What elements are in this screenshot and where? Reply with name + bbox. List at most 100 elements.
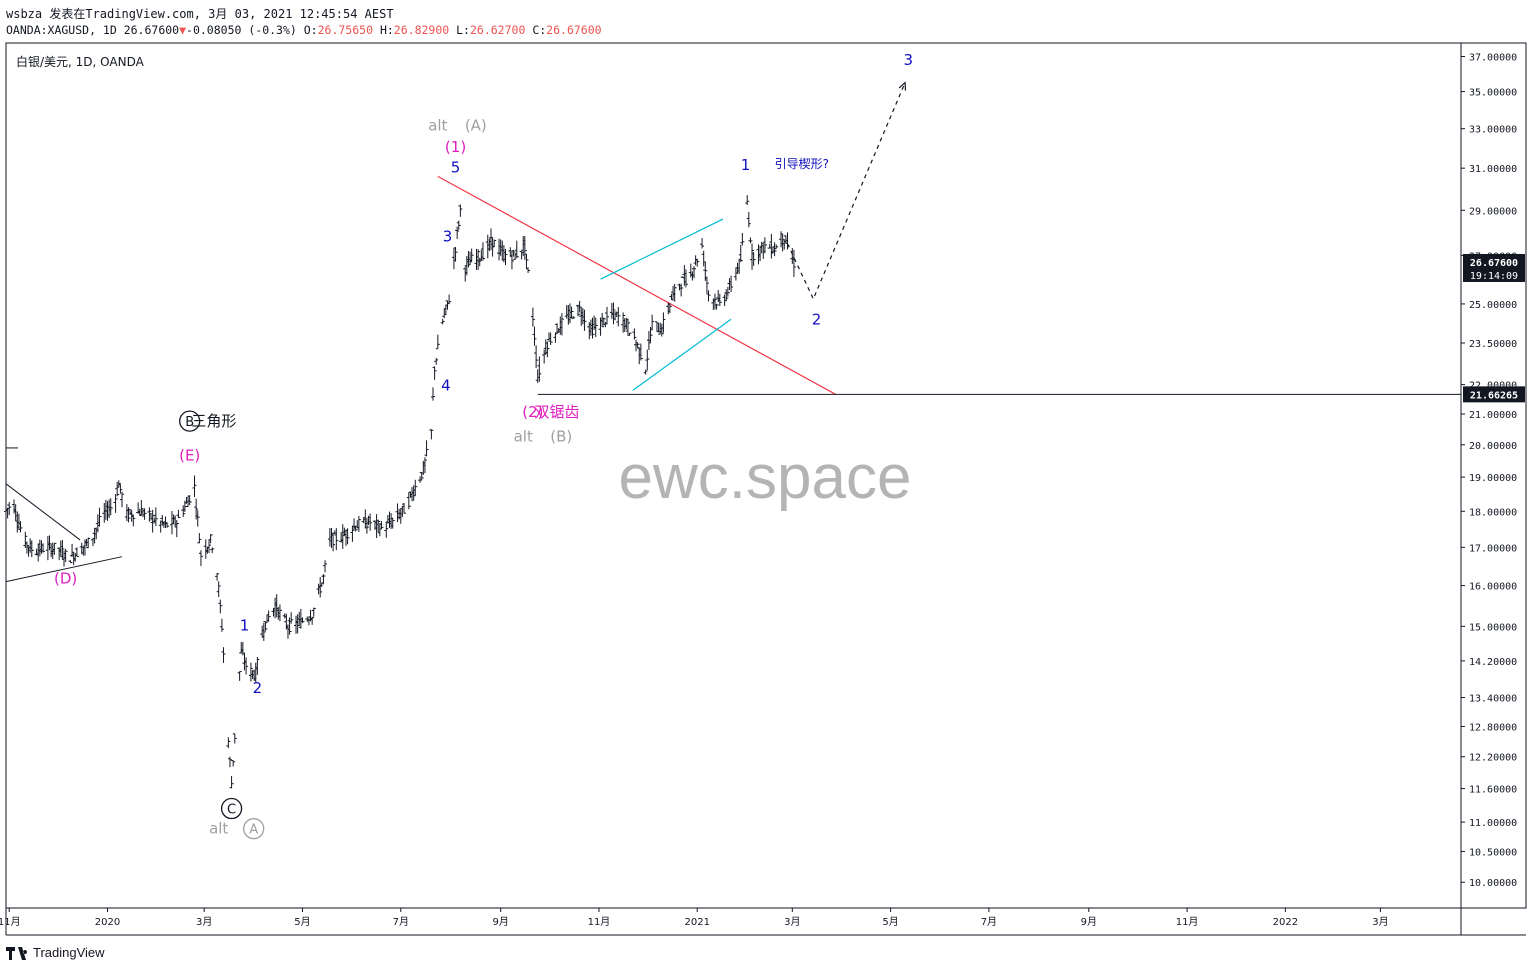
ohlc-bar: [18, 521, 23, 533]
ohlc-bar: [772, 242, 777, 257]
ohlc-bar: [725, 286, 730, 297]
ohlc-bar: [198, 550, 203, 567]
ohlc-bar: [706, 290, 711, 302]
drawing-lines: [5, 81, 1461, 583]
ohlc-bar: [627, 332, 632, 336]
ohlc-bar: [406, 492, 411, 510]
time-tick-label: 2021: [685, 917, 710, 928]
ohlc-bar: [745, 195, 750, 205]
wave-label: 2: [812, 310, 822, 328]
chart-grid: [5, 42, 1527, 936]
ohlc-bar: [553, 332, 558, 343]
ohlc-bar: [429, 429, 434, 440]
ohlc-bar: [244, 657, 249, 675]
price-tick-label: 16.00000: [1469, 582, 1517, 593]
high-value: 26.82900: [393, 23, 450, 37]
ohlc-bar: [456, 220, 461, 230]
ohlc-bar: [97, 507, 102, 527]
ohlc-bar: [567, 303, 572, 324]
price-tick-label: 25.00000: [1469, 300, 1517, 311]
symbol-label: OANDA:XAGUSD, 1D 26.67600: [6, 23, 180, 37]
ohlc-bar: [545, 341, 550, 358]
ohlc-bar: [638, 343, 643, 361]
ohlc-bar: [23, 531, 28, 548]
ohlc-bar: [509, 250, 514, 270]
ohlc-bar: [323, 560, 328, 573]
price-tick-label: 17.00000: [1469, 543, 1517, 554]
ohlc-bar: [511, 250, 516, 257]
price-axis[interactable]: 37.00000 35.00000 33.00000 31.00000 29.00000…: [1461, 53, 1525, 890]
ohlc-bar: [334, 528, 339, 551]
level-price-tag[interactable]: [1463, 386, 1525, 403]
wave-label: (E): [179, 447, 200, 465]
ohlc-bar: [625, 318, 630, 336]
high-label: H:: [379, 23, 394, 37]
ohlc-bar: [738, 244, 743, 263]
ohlc-bar: [277, 604, 282, 622]
ohlc-bar: [192, 475, 197, 497]
last-price-tag[interactable]: [1463, 253, 1525, 282]
wave-label-circled: A: [249, 823, 258, 838]
ohlc-bar: [41, 543, 46, 553]
ohlc-bar: [108, 498, 113, 516]
watermark: ewc.space: [619, 443, 912, 512]
ohlc-bar: [376, 519, 381, 533]
time-tick-label: 3月: [784, 916, 800, 928]
ohlc-bar: [86, 537, 91, 549]
ohlc-bar: [432, 366, 437, 380]
ohlc-bar: [176, 509, 181, 519]
ohlc-bar: [218, 599, 223, 614]
ohlc-bar: [650, 314, 655, 331]
publish-info: wsbza 发表在TradingView.com, 3月 03, 2021 12…: [6, 7, 394, 21]
wave-label: alt: [209, 820, 228, 838]
ohlc-bar: [455, 226, 460, 240]
ohlc-bar: [350, 525, 355, 542]
red-trendline: [437, 175, 837, 395]
ohlc-bar: [115, 481, 120, 497]
ohlc-bar: [174, 520, 179, 538]
price-tick-label: 21.00000: [1469, 410, 1517, 421]
price-tick-label: 37.00000: [1469, 53, 1517, 64]
ohlc-bar: [248, 662, 253, 682]
ohlc-bar: [120, 491, 125, 508]
ohlc-bar: [492, 239, 497, 247]
time-axis[interactable]: 11月 2020 3月 5月 7月 9月 11月 2021 3月 5月 7月 9月 11月 2022 3月: [0, 908, 1389, 928]
ohlc-bar: [514, 240, 519, 259]
time-tick-label: 3月: [196, 916, 212, 928]
ohlc-bar: [700, 237, 705, 249]
wave-label: 引导楔形?: [775, 157, 829, 171]
ohlc-bar: [210, 547, 215, 554]
bar-countdown-text: 19:14:09: [1470, 271, 1518, 282]
wave-circle: [243, 818, 265, 840]
ohlc-bar: [131, 514, 136, 527]
ohlc-bar: [704, 276, 709, 294]
open-label: O:: [303, 23, 318, 37]
tradingview-brand[interactable]: TradingView: [6, 945, 105, 960]
wave-label: (1): [445, 138, 466, 156]
level-price-tag-text: 21.66265: [1470, 390, 1518, 401]
ohlc-bar: [7, 502, 12, 516]
close-value: 26.67600: [546, 23, 602, 37]
ohlc-bar: [163, 516, 168, 529]
ohlc-bar: [548, 332, 553, 346]
ohlc-bar: [261, 622, 266, 641]
wave-label-alt: (A): [465, 117, 487, 135]
ohlc-bar: [717, 293, 722, 307]
price-tick-label: 15.00000: [1469, 622, 1517, 633]
wave-circle: [220, 797, 243, 820]
ohlc-bar: [227, 756, 232, 768]
ohlc-bar: [197, 533, 202, 544]
ohlc-bar: [645, 349, 650, 370]
last-price-tag-text: 26.67600: [1470, 258, 1518, 269]
price-tick-label: 18.00000: [1469, 507, 1517, 518]
ohlc-bar: [353, 526, 358, 532]
ohlc-bar: [430, 387, 435, 401]
ohlc-bar: [356, 516, 361, 532]
ohlc-bar: [208, 534, 213, 544]
ohlc-bar: [401, 502, 406, 514]
time-tick-label: 3月: [1372, 916, 1388, 928]
ohlc-bar: [530, 307, 535, 327]
ohlc-bar: [118, 484, 123, 494]
time-tick-label: 11月: [588, 916, 611, 928]
